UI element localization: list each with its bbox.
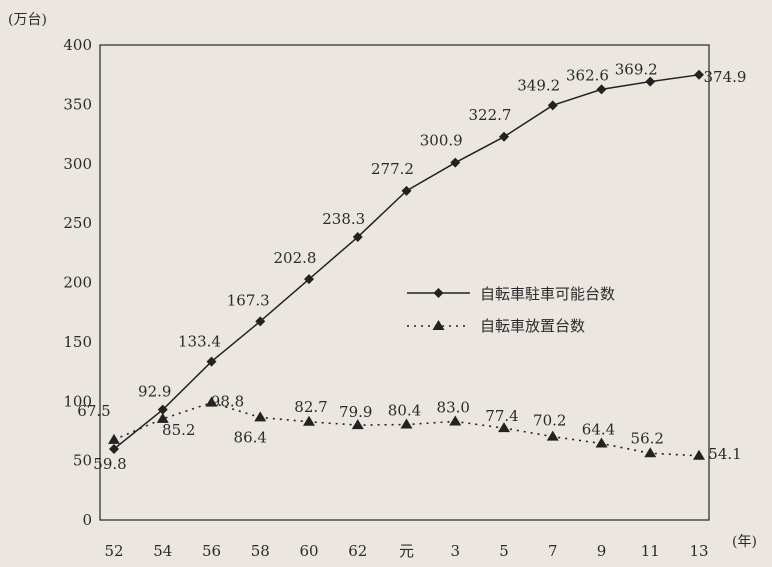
x-tick-label: 54 [153,542,172,560]
diamond-marker [596,84,607,95]
diamond-marker [352,232,363,243]
diamond-marker [109,443,119,454]
data-label-abandoned: 64.4 [582,421,615,439]
data-label-abandoned: 85.2 [162,421,195,439]
diamond-marker [206,356,217,367]
data-label-abandoned: 54.1 [708,445,741,463]
x-tick-label: 元 [399,542,414,560]
data-label-capacity: 92.9 [138,383,171,401]
legend-marker-diamond [433,288,444,298]
diamond-marker [255,316,266,327]
y-tick-label: 400 [63,36,92,54]
triangle-marker [546,430,559,441]
legend-label-series-2: 自転車放置台数 [480,317,585,335]
legend: 自転車駐車可能台数 自転車放置台数 [395,270,695,346]
x-tick-label: 11 [641,542,660,560]
y-tick-label: 250 [63,214,92,232]
legend-marker-triangle [432,320,445,330]
data-label-abandoned: 70.2 [533,412,566,430]
triangle-marker [693,449,705,460]
data-label-abandoned: 82.7 [294,398,327,416]
diamond-marker [694,69,704,80]
data-label-abandoned: 77.4 [485,407,518,425]
diamond-marker [645,76,656,87]
triangle-marker [108,433,120,444]
y-tick-label: 50 [73,452,92,470]
x-tick-label: 62 [348,542,367,560]
series-line-capacity [113,74,700,450]
legend-box [395,270,695,346]
x-tick-label: 13 [689,542,708,560]
data-label-capacity: 59.8 [93,455,126,473]
data-label-abandoned: 83.0 [437,398,470,416]
data-label-capacity: 349.2 [517,76,560,94]
data-label-capacity: 322.7 [469,106,512,124]
x-tick-label: 52 [104,542,123,560]
y-axis-title: (万台) [8,12,47,28]
y-tick-label: 100 [63,392,92,410]
diamond-marker [499,131,509,142]
diamond-marker [157,404,168,415]
x-tick-label: 7 [548,542,558,560]
data-label-capacity: 167.3 [227,291,270,309]
diamond-marker [401,185,412,196]
data-label-abandoned: 56.2 [631,429,664,447]
triangle-marker [498,422,510,433]
data-label-abandoned: 79.9 [339,403,372,421]
y-tick-label: 150 [63,333,92,351]
data-label-abandoned: 67.5 [77,402,110,420]
triangle-marker [400,418,413,429]
triangle-marker [449,415,462,426]
diamond-marker [547,100,558,111]
x-tick-label: 3 [450,542,460,560]
plot-frame [99,44,710,521]
data-label-abandoned: 86.4 [234,428,267,446]
triangle-marker [156,412,169,423]
data-label-capacity: 202.8 [274,249,317,267]
triangle-marker [205,396,218,407]
data-label-capacity: 362.6 [566,66,609,84]
y-tick-label: 0 [82,511,92,529]
diamond-marker [450,157,461,168]
data-label-abandoned: 98.8 [211,393,244,411]
data-label-capacity: 374.9 [704,68,747,86]
y-tick-label: 300 [63,155,92,173]
x-axis-title: (年) [732,534,757,550]
triangle-marker [595,437,608,448]
x-tick-label: 56 [202,542,221,560]
data-label-abandoned: 80.4 [388,402,421,420]
x-tick-label: 9 [597,542,607,560]
data-label-capacity: 300.9 [420,132,463,150]
triangle-marker [351,419,364,430]
x-tick-label: 5 [499,542,509,560]
triangle-marker [644,447,657,458]
triangle-marker [254,411,267,422]
x-tick-label: 60 [299,542,318,560]
data-label-capacity: 277.2 [371,160,414,178]
y-tick-label: 200 [63,274,92,292]
data-label-capacity: 369.2 [615,61,658,79]
data-label-capacity: 238.3 [322,210,365,228]
legend-label-series-1: 自転車駐車可能台数 [480,285,615,303]
diamond-marker [304,274,314,285]
data-label-capacity: 133.4 [178,333,221,351]
y-tick-label: 350 [63,95,92,113]
x-tick-label: 58 [251,542,270,560]
triangle-marker [303,415,315,426]
